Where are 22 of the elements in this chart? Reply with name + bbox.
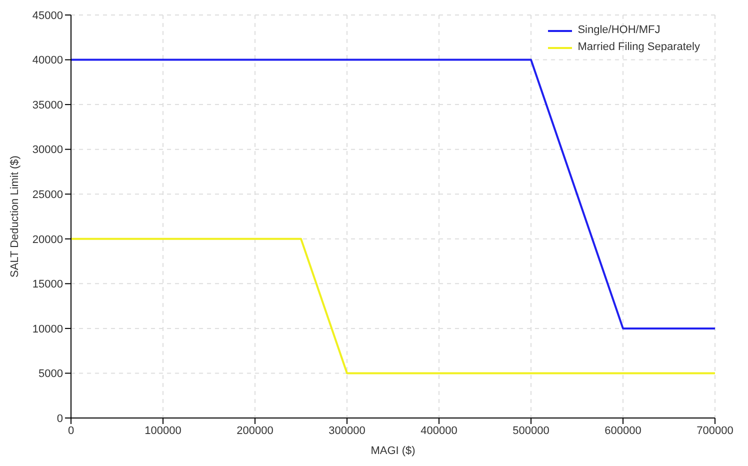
x-tick-label: 700000 [696,424,734,437]
legend-label: Married Filing Separately [578,40,700,55]
y-tick-label: 30000 [32,144,63,156]
y-tick-label: 25000 [32,189,63,202]
x-tick-label: 200000 [236,424,274,437]
y-tick-label: 35000 [32,99,63,112]
legend-label: Single/HOH/MFJ [578,23,660,38]
y-tick-label: 20000 [32,234,63,246]
x-tick-label: 100000 [144,424,182,437]
y-tick-label: 15000 [32,278,63,291]
y-tick-label: 10000 [32,323,63,336]
x-tick-label: 0 [68,424,74,437]
y-tick-label: 40000 [32,54,63,67]
y-tick-label: 5000 [38,368,63,380]
x-tick-label: 400000 [420,424,458,437]
x-tick-label: 500000 [512,424,550,437]
x-tick-label: 600000 [604,424,642,437]
x-tick-label: 300000 [328,424,366,437]
x-axis-title: MAGI ($) [370,445,416,457]
y-axis-title: SALT Deduction Limit ($) [8,156,21,278]
y-tick-label: 0 [56,412,63,425]
y-tick-label: 45000 [32,10,63,22]
